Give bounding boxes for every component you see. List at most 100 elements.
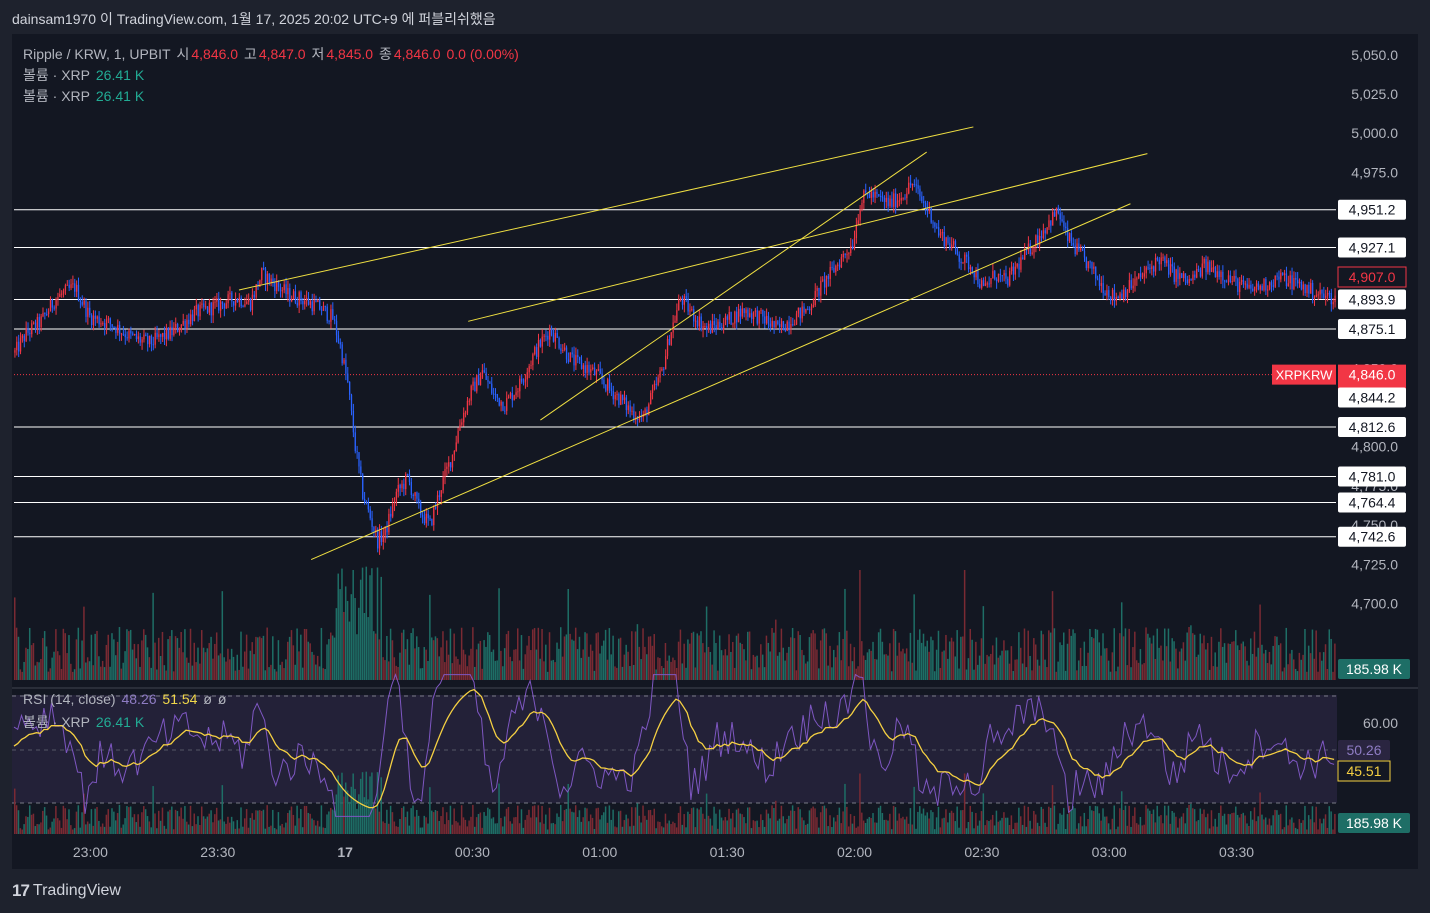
volume-bar	[580, 657, 583, 680]
candle-body	[68, 284, 70, 288]
candle-body	[550, 327, 553, 336]
volume-bar	[1089, 628, 1091, 680]
volume-bar	[1091, 636, 1093, 680]
rsi-volume-bar	[498, 783, 500, 834]
rsi-volume-bar	[862, 820, 865, 834]
volume-bar	[53, 651, 55, 680]
candle-body	[429, 518, 431, 520]
rsi-volume-bar	[976, 825, 979, 834]
volume-bar	[935, 649, 938, 680]
candle-body	[62, 290, 65, 294]
volume-bar	[571, 639, 573, 680]
rsi-volume-bar	[1291, 817, 1293, 834]
volume-bar	[1220, 628, 1222, 680]
volume-bar	[558, 648, 560, 680]
candle-body	[1192, 274, 1194, 281]
time-axis-label: 17	[337, 844, 353, 860]
rsi-volume-bar	[417, 815, 420, 834]
price-axis-label: 5,000.0	[1351, 125, 1398, 141]
volume-bar	[870, 650, 872, 680]
volume-bar	[685, 667, 687, 680]
volume-bar	[1135, 660, 1138, 680]
volume-bar	[657, 657, 659, 680]
rsi-volume-bar	[202, 816, 205, 834]
rsi-volume-bar	[1113, 805, 1115, 834]
rsi-volume-bar	[45, 815, 48, 834]
volume-bar	[1231, 641, 1233, 680]
volume-bar	[728, 634, 730, 680]
volume-bar	[1322, 652, 1325, 680]
volume-bar	[159, 655, 162, 680]
rsi-volume-bar	[55, 806, 57, 834]
level-tag: 4,764.4	[1349, 495, 1396, 511]
candle-body	[141, 339, 143, 343]
candle-body	[1212, 267, 1215, 269]
rsi-volume-bar	[85, 824, 87, 834]
volume-bar	[421, 668, 424, 680]
rsi-volume-bar	[208, 813, 210, 834]
candle-body	[506, 398, 508, 411]
rsi-volume-bar	[1186, 807, 1188, 834]
volume-bar	[258, 636, 261, 680]
volume-bar	[847, 666, 850, 680]
rsi-volume-bar	[576, 817, 579, 834]
rsi-volume-bar	[799, 809, 801, 834]
candle-body	[1321, 290, 1323, 294]
candle-body	[917, 185, 919, 189]
volume-bar	[1029, 655, 1031, 680]
candle-body	[1081, 248, 1084, 251]
rsi-volume-bar	[1074, 808, 1076, 834]
candle-body	[160, 334, 162, 337]
rsi-volume-bar	[341, 772, 343, 834]
rsi-volume-bar	[685, 827, 687, 834]
candle-body	[741, 308, 743, 317]
volume-bar	[868, 649, 871, 680]
volume-bar	[842, 638, 844, 680]
candle-body	[219, 301, 222, 311]
rsi-volume-bar	[776, 820, 779, 834]
volume-bar	[150, 667, 152, 680]
volume-legend-2[interactable]: 볼륨 · XRP 26.41 K	[23, 86, 146, 106]
rsi-volume-bar	[1278, 814, 1280, 834]
volume-bar	[1175, 648, 1177, 680]
volume-bar	[636, 624, 639, 680]
volume-bar	[533, 628, 536, 680]
candle-body	[769, 323, 772, 327]
volume-bar	[1014, 659, 1016, 680]
volume-bar	[152, 592, 154, 680]
tradingview-logo[interactable]: 17 TradingView	[12, 881, 121, 901]
low-label: 저	[311, 46, 325, 62]
rsi-volume-bar	[27, 816, 29, 834]
candle-body	[34, 322, 37, 329]
rsi-volume-legend[interactable]: 볼륨 · XRP 26.41 K	[23, 712, 146, 732]
rsi-volume-bar	[1089, 805, 1091, 834]
volume-bar	[240, 631, 242, 680]
candle-body	[1016, 263, 1018, 267]
rsi-legend[interactable]: RSI (14, close) 48.26 51.54 ø ø	[23, 691, 228, 707]
volume-bar	[771, 628, 773, 680]
rsi-volume-bar	[890, 829, 893, 834]
candle-body	[1020, 257, 1022, 270]
candle-body	[859, 209, 861, 221]
volume-bar	[417, 647, 420, 680]
candle-body	[147, 335, 149, 345]
volume-bar	[619, 637, 622, 680]
rsi-volume-bar	[696, 808, 698, 834]
candle-body	[919, 188, 921, 197]
rsi-volume-bar	[425, 817, 427, 834]
time-axis-label: 01:30	[710, 844, 745, 860]
rsi-volume-bar	[315, 825, 317, 834]
rsi-volume-bar	[326, 814, 328, 834]
volume-bar	[1149, 637, 1151, 680]
rsi-volume-bar	[1214, 818, 1216, 834]
volume-bar	[419, 668, 422, 680]
volume-bar	[331, 635, 334, 680]
volume-legend-1[interactable]: 볼륨 · XRP 26.41 K	[23, 65, 146, 85]
publish-header: dainsam1970 이 TradingView.com, 1월 17, 20…	[12, 11, 496, 27]
symbol-name[interactable]: Ripple / KRW, 1, UPBIT	[23, 46, 171, 62]
candle-body	[829, 266, 831, 279]
rsi-volume-bar	[225, 823, 227, 834]
volume-bar	[1206, 643, 1209, 680]
rsi-volume-bar	[560, 804, 562, 834]
rsi-volume-bar	[599, 819, 601, 834]
